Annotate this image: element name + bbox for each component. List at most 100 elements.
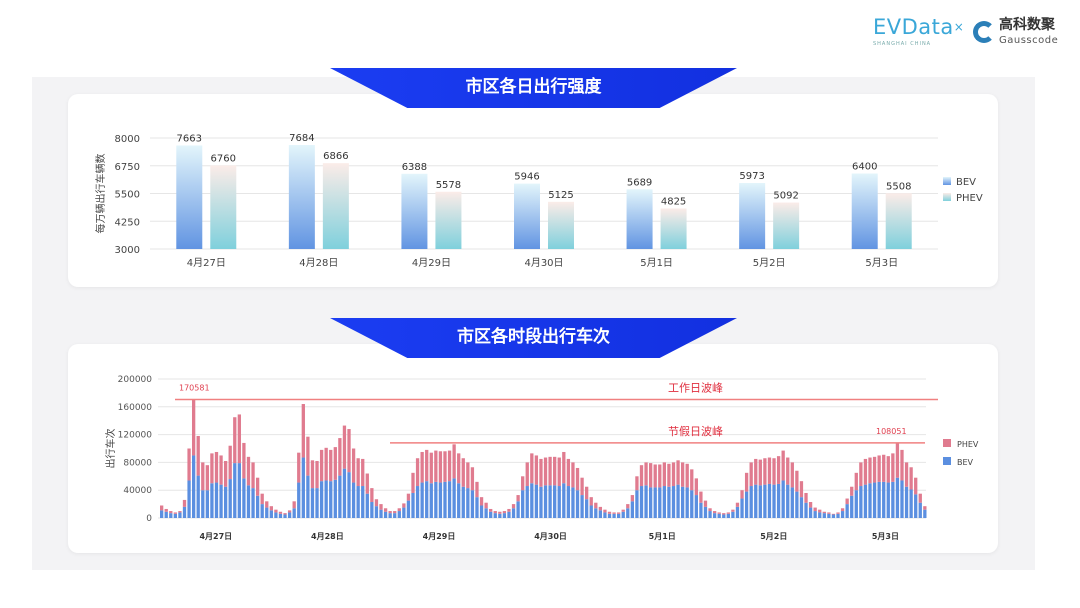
- bar-bev: [333, 479, 337, 518]
- bar-phev: [255, 477, 260, 496]
- legend-label: BEV: [957, 458, 974, 467]
- data-label: 5578: [436, 180, 461, 191]
- bar-bev: [635, 490, 639, 518]
- bar-phev: [773, 202, 800, 249]
- bar-phev: [287, 510, 292, 513]
- bar-phev: [676, 460, 680, 485]
- bar-bev: [329, 481, 333, 518]
- bar-bev: [534, 484, 539, 518]
- bar-bev: [342, 468, 347, 518]
- data-label: 7663: [177, 133, 202, 144]
- x-tick-label: 5月3日: [865, 257, 898, 269]
- bar-phev: [772, 458, 776, 485]
- bar-phev: [731, 509, 735, 512]
- bar-phev: [749, 462, 753, 487]
- bar-phev: [685, 463, 689, 488]
- bar-phev: [690, 469, 694, 491]
- bar-bev: [356, 486, 360, 518]
- bar-phev: [461, 458, 465, 487]
- y-tick-label: 40000: [123, 486, 152, 496]
- bar-phev: [466, 462, 470, 489]
- bar-bev: [877, 481, 881, 518]
- bar-phev: [415, 458, 420, 487]
- bar-bev: [521, 490, 525, 518]
- bar-phev: [699, 491, 703, 503]
- bar-bev: [338, 475, 342, 518]
- bar-bev: [242, 478, 246, 518]
- y-tick-label: 160000: [118, 403, 153, 413]
- bar-bev: [763, 484, 767, 518]
- bar-bev: [690, 490, 694, 518]
- bar-phev: [443, 451, 447, 482]
- bar-bev: [315, 488, 319, 518]
- bar-phev: [178, 511, 182, 513]
- bar-phev: [626, 504, 630, 509]
- bar-bev: [589, 505, 593, 518]
- bar-bev: [726, 513, 730, 518]
- bar-phev: [914, 477, 918, 495]
- bar-bev: [176, 145, 203, 249]
- bar-phev: [859, 462, 863, 487]
- bar-bev: [895, 477, 900, 518]
- legend-label: PHEV: [957, 440, 979, 449]
- bar-phev: [644, 462, 648, 486]
- bar-bev: [457, 483, 461, 518]
- bar-bev: [739, 182, 766, 249]
- bar-phev: [850, 486, 854, 496]
- bar-phev: [722, 513, 726, 515]
- bar-bev: [347, 472, 351, 518]
- y-axis-label: 每万辆出行车辆数: [94, 154, 107, 234]
- bar-bev: [466, 488, 470, 518]
- bar-bev: [594, 508, 598, 518]
- bar-bev: [851, 173, 878, 249]
- bar-bev: [772, 484, 776, 518]
- bar-bev: [813, 511, 817, 518]
- bar-bev: [699, 502, 703, 518]
- holiday-peak-value: 108051: [876, 427, 907, 436]
- bar-phev: [479, 497, 484, 506]
- bar-phev: [667, 463, 671, 487]
- bar-phev: [822, 511, 826, 514]
- bar-phev: [406, 493, 411, 501]
- bar-bev: [388, 513, 392, 518]
- y-tick-label: 80000: [123, 458, 152, 468]
- bar-phev: [886, 456, 890, 483]
- bar-phev: [694, 478, 698, 496]
- bar-bev: [210, 483, 214, 518]
- bar-phev: [452, 444, 456, 479]
- bar-bev: [420, 482, 424, 518]
- bar-phev: [383, 508, 388, 512]
- bar-phev: [374, 499, 379, 507]
- bar-phev: [511, 504, 516, 509]
- x-tick-label: 4月30日: [524, 257, 563, 269]
- bar-phev: [324, 447, 328, 481]
- bar-bev: [429, 483, 433, 518]
- bar-phev: [251, 462, 255, 489]
- bar-bev: [539, 486, 543, 518]
- bar-bev: [187, 480, 191, 518]
- gausscode-logo-icon: [973, 20, 995, 43]
- bar-bev: [831, 514, 836, 518]
- bar-bev: [598, 510, 603, 518]
- bar-phev: [863, 458, 868, 485]
- bar-bev: [840, 511, 845, 518]
- bar-phev: [658, 464, 662, 488]
- bar-bev: [648, 487, 653, 518]
- legend-swatch-bev: [943, 457, 951, 465]
- bar-phev: [470, 467, 475, 491]
- bar-phev: [868, 457, 872, 484]
- bar-phev: [356, 458, 360, 487]
- bar-phev: [269, 506, 273, 511]
- bar-bev: [191, 455, 196, 518]
- bar-phev: [493, 511, 497, 514]
- bar-bev: [630, 501, 635, 518]
- bar-phev: [754, 458, 758, 485]
- hourly-trips-card: 0 40000 80000 120000 160000 200000 出行车次 4月27日 4月…: [68, 344, 998, 553]
- bar-bev: [411, 492, 415, 518]
- y-tick-label: 120000: [118, 431, 153, 441]
- bar-phev: [164, 508, 168, 512]
- bar-bev: [470, 490, 475, 518]
- bar-phev: [776, 456, 781, 484]
- bar-bev: [790, 487, 794, 518]
- bar-bev: [406, 500, 411, 518]
